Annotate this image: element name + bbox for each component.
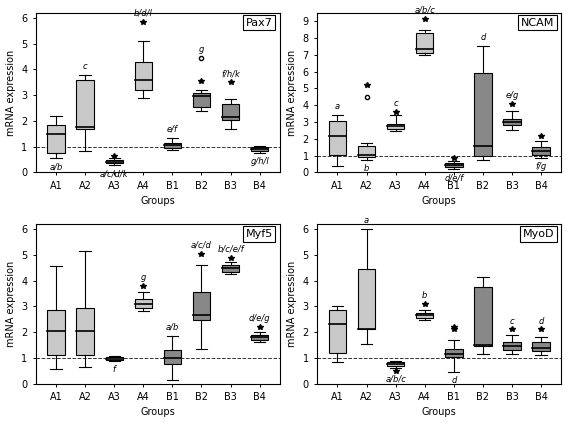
Bar (47, 125, 65, 153)
Y-axis label: mRNA expression: mRNA expression (287, 261, 297, 347)
Text: a/b: a/b (166, 323, 179, 332)
Text: f: f (113, 365, 116, 374)
Text: Myf5: Myf5 (246, 229, 273, 239)
Text: NCAM: NCAM (521, 18, 554, 27)
Text: a: a (364, 216, 369, 225)
Text: c: c (83, 62, 87, 71)
Bar (134, 62, 152, 90)
X-axis label: Groups: Groups (141, 196, 175, 206)
Bar (474, 287, 492, 346)
Y-axis label: mRNA expression: mRNA expression (287, 49, 297, 136)
Bar (77, 308, 94, 355)
Text: b/d/l: b/d/l (134, 9, 153, 18)
Bar (251, 335, 268, 340)
Bar (47, 310, 65, 355)
Text: g/h/l: g/h/l (250, 157, 269, 166)
Text: d: d (539, 316, 544, 326)
Text: a/c/d: a/c/d (191, 241, 212, 250)
Y-axis label: mRNA expression: mRNA expression (6, 49, 15, 136)
Text: c: c (393, 99, 398, 108)
Bar (134, 299, 152, 308)
Text: g: g (141, 273, 146, 282)
Text: a/b/c: a/b/c (414, 5, 435, 15)
Text: b: b (422, 291, 428, 300)
Text: f/g: f/g (535, 162, 547, 171)
X-axis label: Groups: Groups (422, 196, 456, 206)
Bar (387, 363, 404, 365)
Text: f/h/k: f/h/k (221, 69, 240, 78)
Text: d/e/f: d/e/f (444, 173, 463, 182)
Y-axis label: mRNA expression: mRNA expression (6, 261, 15, 347)
Text: e/f: e/f (167, 125, 178, 134)
Bar (329, 121, 346, 155)
Bar (329, 310, 346, 353)
Bar (445, 163, 463, 168)
Bar (445, 349, 463, 357)
Bar (193, 292, 210, 321)
X-axis label: Groups: Groups (422, 407, 456, 418)
Bar (387, 124, 404, 129)
Text: a: a (335, 102, 340, 111)
Bar (222, 265, 239, 272)
Text: g: g (199, 45, 204, 54)
Bar (416, 33, 433, 53)
Bar (193, 93, 210, 107)
Bar (503, 118, 521, 124)
Text: d: d (451, 376, 456, 385)
Text: a/c/d/k: a/c/d/k (100, 169, 129, 178)
Bar (222, 104, 239, 120)
Text: c: c (510, 316, 514, 326)
Bar (532, 342, 550, 352)
Text: Pax7: Pax7 (246, 18, 273, 27)
Text: b: b (364, 164, 369, 173)
X-axis label: Groups: Groups (141, 407, 175, 418)
Bar (532, 147, 550, 155)
Bar (416, 313, 433, 318)
Text: MyoD: MyoD (523, 229, 554, 239)
Bar (251, 148, 268, 151)
Text: b/c/e/f: b/c/e/f (217, 245, 244, 254)
Text: a/b/c: a/b/c (385, 375, 406, 384)
Bar (105, 357, 123, 360)
Bar (105, 159, 123, 163)
Bar (164, 143, 181, 148)
Text: e/g: e/g (505, 91, 519, 100)
Text: a/b: a/b (49, 162, 63, 171)
Text: d: d (480, 33, 485, 42)
Bar (474, 73, 492, 156)
Bar (77, 80, 94, 129)
Bar (358, 146, 375, 157)
Bar (503, 342, 521, 350)
Bar (164, 350, 181, 364)
Text: d/e/g: d/e/g (249, 314, 270, 324)
Bar (358, 269, 375, 330)
